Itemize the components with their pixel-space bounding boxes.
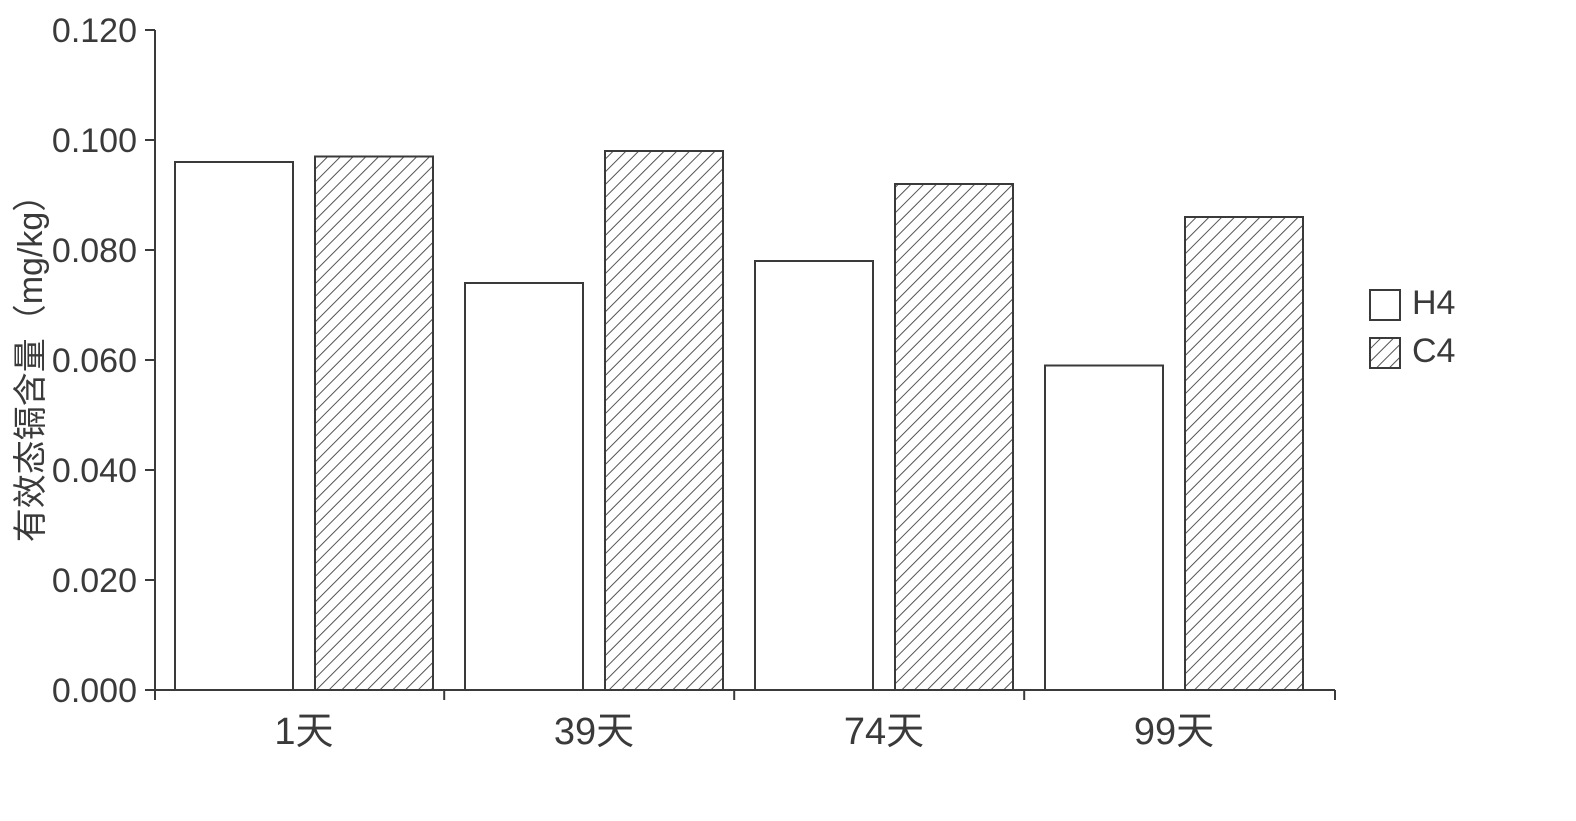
legend-label: C4 xyxy=(1412,332,1455,370)
svg-text:0.020: 0.020 xyxy=(52,562,137,600)
svg-text:0.040: 0.040 xyxy=(52,452,137,490)
svg-text:0.000: 0.000 xyxy=(52,672,137,710)
legend-swatch-H4 xyxy=(1370,290,1400,320)
y-axis-label: 有效态镉含量（mg/kg） xyxy=(12,178,50,543)
bar-H4-1 xyxy=(465,283,583,690)
bar-chart: 0.000 0.020 0.040 0.060 0.080 0.100 0.120 1天 39天… xyxy=(0,0,1576,821)
x-tick-label: 99天 xyxy=(1134,711,1214,753)
bar-C4-0 xyxy=(315,157,433,691)
x-tick-label: 74天 xyxy=(844,711,924,753)
x-tick-label: 1天 xyxy=(274,711,333,753)
legend-label: H4 xyxy=(1412,284,1455,322)
bar-C4-3 xyxy=(1185,217,1303,690)
legend-swatch-C4 xyxy=(1370,338,1400,368)
svg-text:0.060: 0.060 xyxy=(52,342,137,380)
x-tick-label: 39天 xyxy=(554,711,634,753)
bar-C4-1 xyxy=(605,151,723,690)
bar-C4-2 xyxy=(895,184,1013,690)
svg-text:0.100: 0.100 xyxy=(52,122,137,160)
bar-H4-3 xyxy=(1045,366,1163,691)
bar-H4-2 xyxy=(755,261,873,690)
svg-text:0.120: 0.120 xyxy=(52,12,137,50)
bar-H4-0 xyxy=(175,162,293,690)
svg-text:0.080: 0.080 xyxy=(52,232,137,270)
